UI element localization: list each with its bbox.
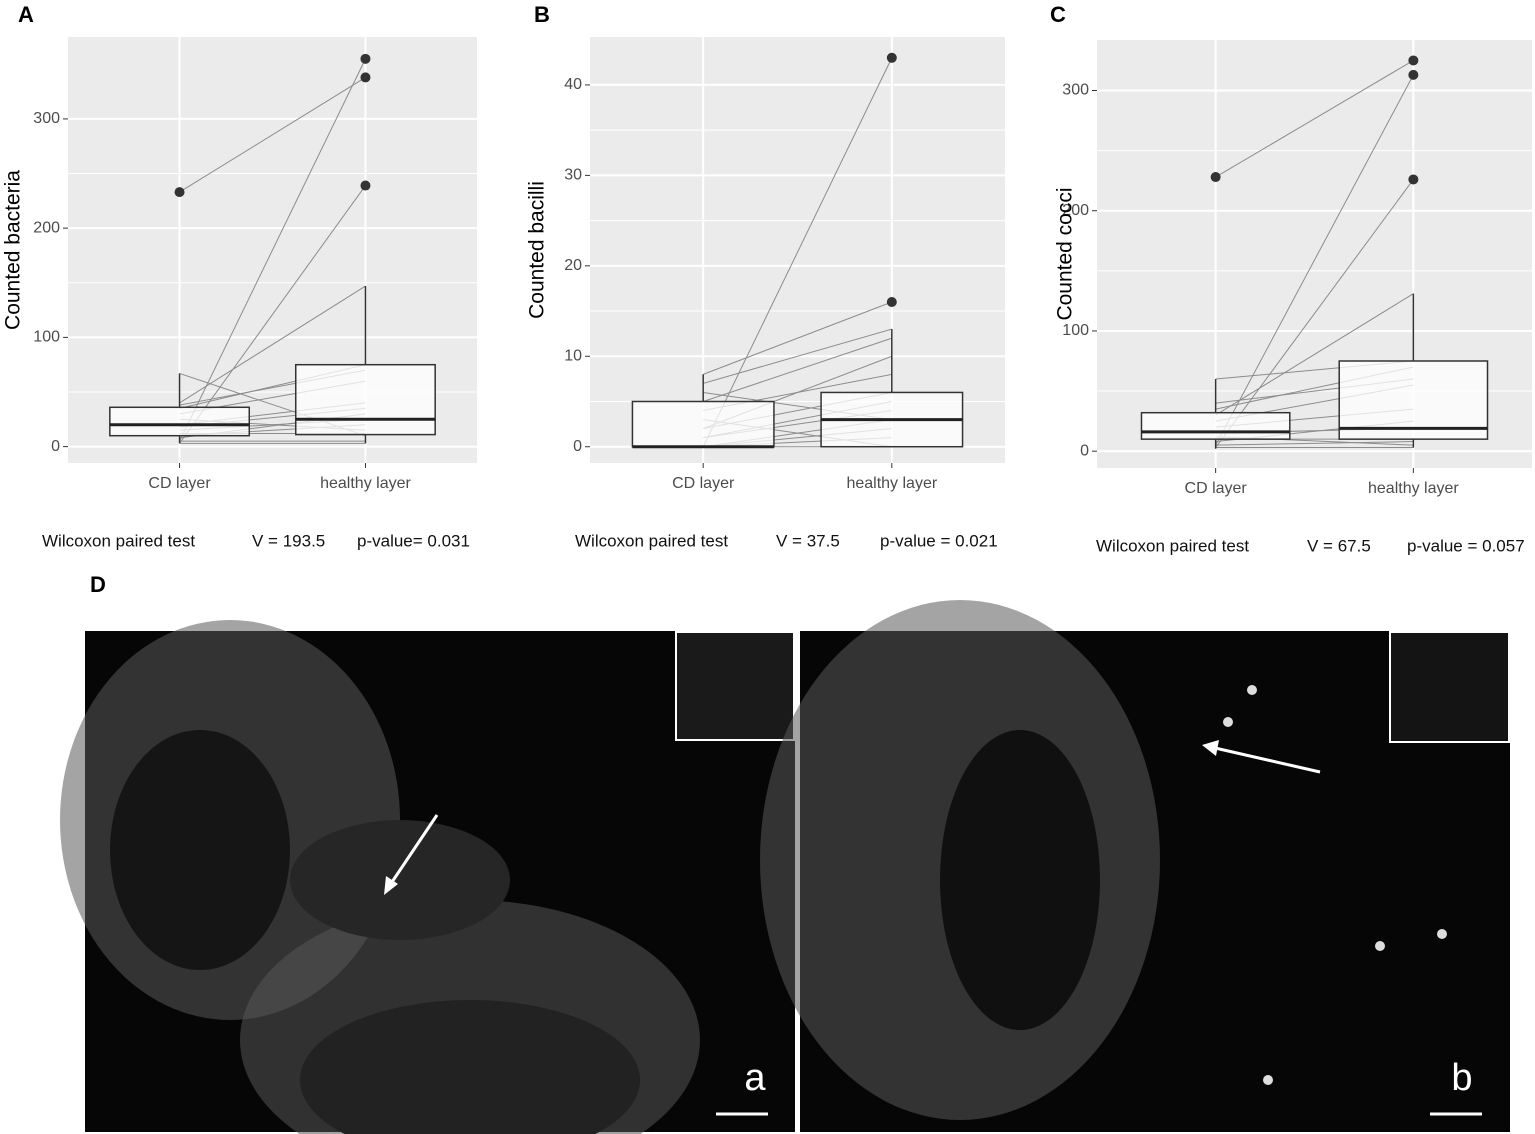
panel-label: C	[1050, 2, 1066, 27]
box	[631, 400, 775, 448]
paired-line	[179, 185, 366, 444]
stat-test: Wilcoxon paired test	[42, 531, 195, 550]
y-axis-label: Counted cocci	[1054, 187, 1077, 320]
paired-line	[703, 328, 892, 384]
image-label: b	[1451, 1057, 1472, 1099]
stat-statistic: V = 37.5	[776, 531, 840, 550]
outlier	[886, 52, 897, 63]
y-tick-label: 300	[33, 110, 60, 127]
paired-line	[1215, 60, 1414, 178]
panel-label: B	[534, 2, 550, 27]
paired-line	[1215, 74, 1414, 446]
y-axis-label: Counted bacilli	[526, 181, 549, 319]
stat-statistic: V = 193.5	[252, 531, 325, 550]
particle	[1437, 929, 1447, 939]
y-tick-label: 0	[573, 438, 582, 455]
particle	[1375, 941, 1385, 951]
paired-line	[1215, 179, 1414, 448]
paired-line	[703, 301, 892, 375]
arrow-head	[384, 876, 398, 895]
mucus-layer	[290, 820, 510, 940]
x-tick-label: CD layer	[1185, 480, 1248, 497]
arrow	[388, 814, 439, 886]
outlier	[1408, 69, 1419, 80]
y-tick-label: 100	[1062, 322, 1089, 339]
stat-p-value: p-value = 0.021	[880, 531, 998, 550]
inset	[675, 631, 795, 741]
outlier	[1408, 55, 1419, 66]
panel-label: D	[90, 572, 106, 597]
y-tick-label: 0	[51, 438, 60, 455]
stat-test: Wilcoxon paired test	[1096, 536, 1249, 555]
y-tick-label: 100	[33, 329, 60, 346]
outlier	[360, 180, 371, 191]
outlier	[1408, 174, 1419, 185]
particle	[1247, 685, 1257, 695]
y-tick-label: 300	[1062, 82, 1089, 99]
x-tick-label: healthy layer	[320, 475, 411, 492]
outlier	[360, 53, 371, 64]
inset	[1389, 631, 1510, 743]
y-tick-label: 40	[564, 76, 582, 93]
tissue	[940, 730, 1100, 1030]
x-tick-label: CD layer	[672, 475, 735, 492]
outlier	[360, 72, 371, 83]
y-axis-label: Counted bacteria	[2, 170, 25, 330]
box	[1338, 360, 1489, 440]
paired-line	[179, 76, 366, 193]
outlier	[1210, 172, 1221, 183]
arrow-head	[1202, 740, 1219, 756]
y-tick-label: 20	[564, 257, 582, 274]
box	[294, 363, 436, 436]
micrograph-a: a	[60, 620, 795, 1134]
y-tick-label: 200	[1062, 202, 1089, 219]
arrow	[1214, 746, 1321, 774]
x-tick-label: healthy layer	[1368, 480, 1459, 497]
paired-line	[179, 58, 366, 442]
x-tick-label: healthy layer	[846, 475, 937, 492]
y-tick-label: 10	[564, 347, 582, 364]
image-label: a	[744, 1057, 766, 1099]
paired-line	[1215, 293, 1414, 416]
paired-line	[703, 337, 892, 402]
x-tick-label: CD layer	[148, 475, 211, 492]
stat-test: Wilcoxon paired test	[575, 531, 728, 550]
box	[1140, 411, 1291, 440]
particle	[1263, 1075, 1273, 1085]
box	[109, 406, 251, 437]
panel-label: A	[18, 2, 34, 27]
y-tick-label: 0	[1080, 442, 1089, 459]
outlier	[174, 187, 185, 198]
outlier	[886, 297, 897, 308]
paired-line	[702, 57, 893, 447]
stat-p-value: p-value = 0.057	[1407, 536, 1525, 555]
micrograph-b: b	[760, 600, 1510, 1132]
stat-p-value: p-value= 0.031	[357, 531, 470, 550]
paired-line	[1215, 441, 1414, 446]
stat-statistic: V = 67.5	[1307, 536, 1371, 555]
tissue	[110, 730, 290, 970]
tissue	[300, 1000, 640, 1134]
particle	[1223, 717, 1233, 727]
y-tick-label: 30	[564, 167, 582, 184]
y-tick-label: 200	[33, 219, 60, 236]
